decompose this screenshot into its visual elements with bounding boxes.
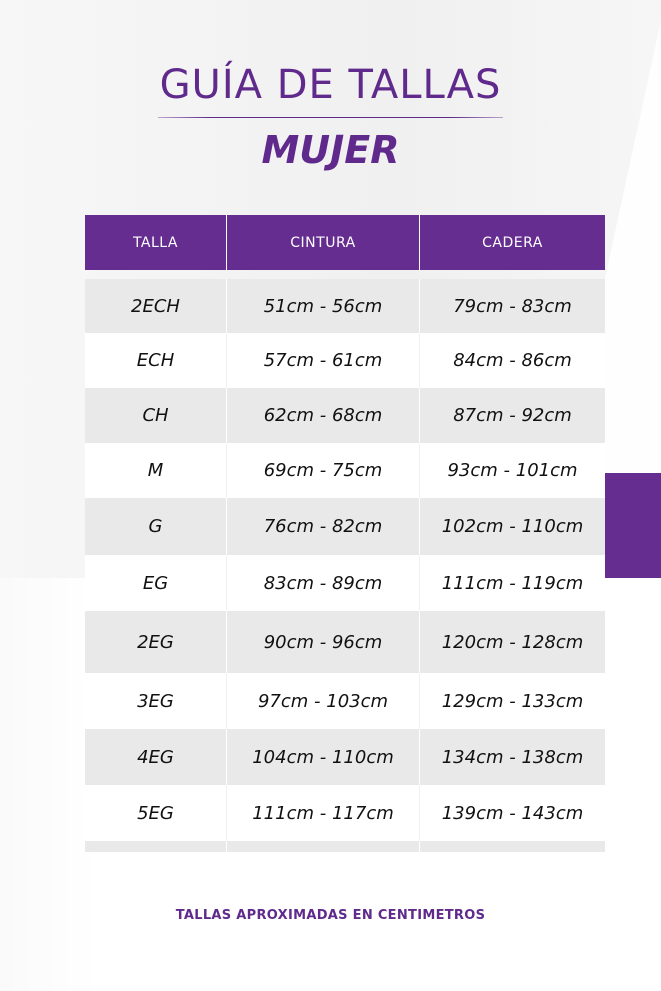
header-cadera: CADERA: [419, 215, 605, 270]
header-cintura: CINTURA: [226, 215, 419, 270]
cell-cintura: 97cm - 103cm: [226, 673, 419, 729]
table-row: CH 62cm - 68cm 87cm - 92cm: [85, 388, 605, 443]
cell-talla: 2ECH: [131, 295, 180, 317]
cell-cadera: 111cm - 119cm: [419, 555, 605, 611]
footer-note: TALLAS APROXIMADAS EN CENTIMETROS: [175, 908, 486, 923]
cell-cadera: 134cm - 138cm: [419, 729, 605, 785]
cell-talla: 2EG: [137, 631, 174, 653]
cell-cadera: 87cm - 92cm: [419, 388, 605, 443]
cell-talla: M: [147, 460, 164, 481]
cell-cintura: 62cm - 68cm: [226, 388, 419, 443]
cell-cintura: 76cm - 82cm: [226, 498, 419, 555]
table-row: 3EG 97cm - 103cm 129cm - 133cm: [85, 673, 605, 729]
cell-cadera: 102cm - 110cm: [419, 498, 605, 555]
cell-talla: EG: [142, 572, 169, 594]
table-header: TALLA CINTURA CADERA: [85, 215, 605, 270]
cell-talla: 4EG: [137, 746, 174, 768]
cell-cadera: 139cm - 143cm: [419, 785, 605, 841]
cell-cadera: 120cm - 128cm: [419, 611, 605, 673]
table-row: EG 83cm - 89cm 111cm - 119cm: [85, 555, 605, 611]
cell-cintura: 90cm - 96cm: [226, 611, 419, 673]
page-title: GUÍA DE TALLAS: [159, 62, 502, 108]
cell-cadera: [419, 841, 605, 852]
cell-cintura: [226, 841, 419, 852]
cell-cadera: 93cm - 101cm: [419, 443, 605, 498]
cell-cintura: 69cm - 75cm: [226, 443, 419, 498]
title-divider: [158, 117, 503, 118]
cell-cadera: 79cm - 83cm: [419, 279, 605, 333]
page-subtitle: MUJER: [261, 128, 400, 172]
table-row: G 76cm - 82cm 102cm - 110cm: [85, 498, 605, 555]
decorative-purple-block: [605, 473, 661, 578]
cell-cintura: 57cm - 61cm: [226, 333, 419, 388]
table-row: 5EG 111cm - 117cm 139cm - 143cm: [85, 785, 605, 841]
cell-talla: [85, 841, 226, 852]
cell-talla: G: [148, 516, 163, 537]
table-row: 2ECH 51cm - 56cm 79cm - 83cm: [85, 279, 605, 333]
table-row: 4EG 104cm - 110cm 134cm - 138cm: [85, 729, 605, 785]
cell-talla: CH: [142, 405, 169, 426]
cell-talla: 3EG: [137, 690, 174, 712]
cell-cintura: 83cm - 89cm: [226, 555, 419, 611]
cell-cintura: 104cm - 110cm: [226, 729, 419, 785]
cell-cintura: 111cm - 117cm: [226, 785, 419, 841]
cell-talla: ECH: [136, 350, 175, 371]
cell-cintura: 51cm - 56cm: [226, 279, 419, 333]
table-row: [85, 841, 605, 852]
table-row: ECH 57cm - 61cm 84cm - 86cm: [85, 333, 605, 388]
header-talla: TALLA: [132, 234, 179, 251]
cell-cadera: 129cm - 133cm: [419, 673, 605, 729]
cell-talla: 5EG: [137, 802, 174, 824]
cell-cadera: 84cm - 86cm: [419, 333, 605, 388]
table-row: M 69cm - 75cm 93cm - 101cm: [85, 443, 605, 498]
table-row: 2EG 90cm - 96cm 120cm - 128cm: [85, 611, 605, 673]
